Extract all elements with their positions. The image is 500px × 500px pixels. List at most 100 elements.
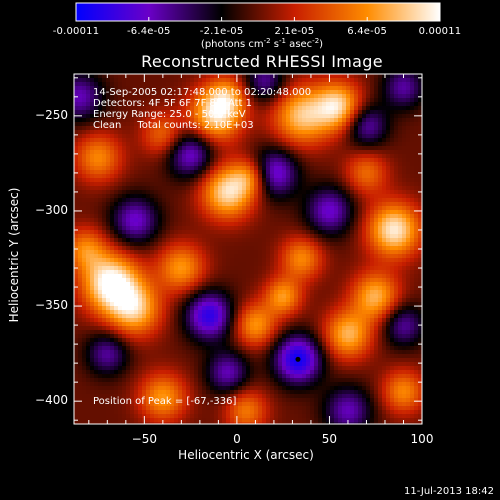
heatmap-cell [198,130,202,134]
heatmap-cell [86,82,90,86]
heatmap-cell [234,274,238,278]
heatmap-cell [370,126,374,130]
heatmap-cell [202,134,206,138]
heatmap-cell [278,110,282,114]
heatmap-cell [242,202,246,206]
heatmap-cell [338,154,342,158]
heatmap-cell [230,178,234,182]
heatmap-cell [278,74,282,78]
heatmap-cell [234,190,238,194]
heatmap-cell [402,250,406,254]
heatmap-cell [278,78,282,82]
heatmap-cell [86,234,90,238]
heatmap-cell [194,218,198,222]
heatmap-cell [130,98,134,102]
heatmap-cell [386,158,390,162]
heatmap-cell [182,246,186,250]
heatmap-cell [278,154,282,158]
heatmap-cell [138,170,142,174]
heatmap-cell [290,162,294,166]
heatmap-cell [302,294,306,298]
heatmap-cell [418,90,422,94]
heatmap-cell [230,166,234,170]
heatmap-cell [174,294,178,298]
heatmap-cell [150,246,154,250]
heatmap-cell [402,122,406,126]
heatmap-cell [306,174,310,178]
heatmap-cell [418,130,422,134]
heatmap-cell [154,282,158,286]
heatmap-cell [346,298,350,302]
heatmap-cell [310,74,314,78]
heatmap-cell [122,102,126,106]
heatmap-cell [242,222,246,226]
heatmap-cell [278,238,282,242]
heatmap-cell [326,194,330,198]
heatmap-cell [386,134,390,138]
heatmap-cell [106,222,110,226]
heatmap-cell [218,174,222,178]
heatmap-cell [226,74,230,78]
heatmap-cell [250,114,254,118]
heatmap-cell [94,106,98,110]
heatmap-cell [374,258,378,262]
heatmap-cell [290,142,294,146]
heatmap-cell [410,118,414,122]
heatmap-cell [154,254,158,258]
heatmap-cell [414,90,418,94]
heatmap-cell [106,86,110,90]
heatmap-cell [210,126,214,130]
heatmap-cell [158,266,162,270]
heatmap-cell [94,134,98,138]
heatmap-cell [318,238,322,242]
heatmap-cell [142,170,146,174]
heatmap-cell [310,238,314,242]
heatmap-cell [406,198,410,202]
heatmap-cell [242,146,246,150]
heatmap-cell [190,178,194,182]
heatmap-cell [114,82,118,86]
heatmap-cell [390,154,394,158]
heatmap-cell [242,174,246,178]
heatmap-cell [366,102,370,106]
heatmap-cell [126,158,130,162]
heatmap-cell [174,82,178,86]
heatmap-cell [394,286,398,290]
heatmap-cell [274,118,278,122]
heatmap-cell [414,98,418,102]
heatmap-cell [122,266,126,270]
heatmap-cell [106,238,110,242]
heatmap-cell [202,90,206,94]
heatmap-cell [246,234,250,238]
heatmap-cell [270,294,274,298]
heatmap-cell [90,134,94,138]
heatmap-cell [334,286,338,290]
heatmap-cell [238,106,242,110]
heatmap-cell [386,278,390,282]
heatmap-cell [310,130,314,134]
heatmap-cell [286,82,290,86]
heatmap-cell [262,126,266,130]
heatmap-cell [378,162,382,166]
heatmap-cell [162,98,166,102]
heatmap-cell [330,258,334,262]
heatmap-cell [274,226,278,230]
heatmap-cell [278,178,282,182]
heatmap-cell [250,210,254,214]
heatmap-cell [162,158,166,162]
heatmap-cell [370,202,374,206]
heatmap-cell [414,150,418,154]
heatmap-cell [206,74,210,78]
heatmap-cell [102,158,106,162]
heatmap-cell [250,102,254,106]
heatmap-cell [130,222,134,226]
heatmap-cell [386,74,390,78]
heatmap-cell [194,282,198,286]
heatmap-cell [390,94,394,98]
heatmap-cell [354,146,358,150]
heatmap-cell [234,218,238,222]
heatmap-cell [382,86,386,90]
heatmap-cell [318,82,322,86]
heatmap-cell [134,290,138,294]
heatmap-cell [262,282,266,286]
